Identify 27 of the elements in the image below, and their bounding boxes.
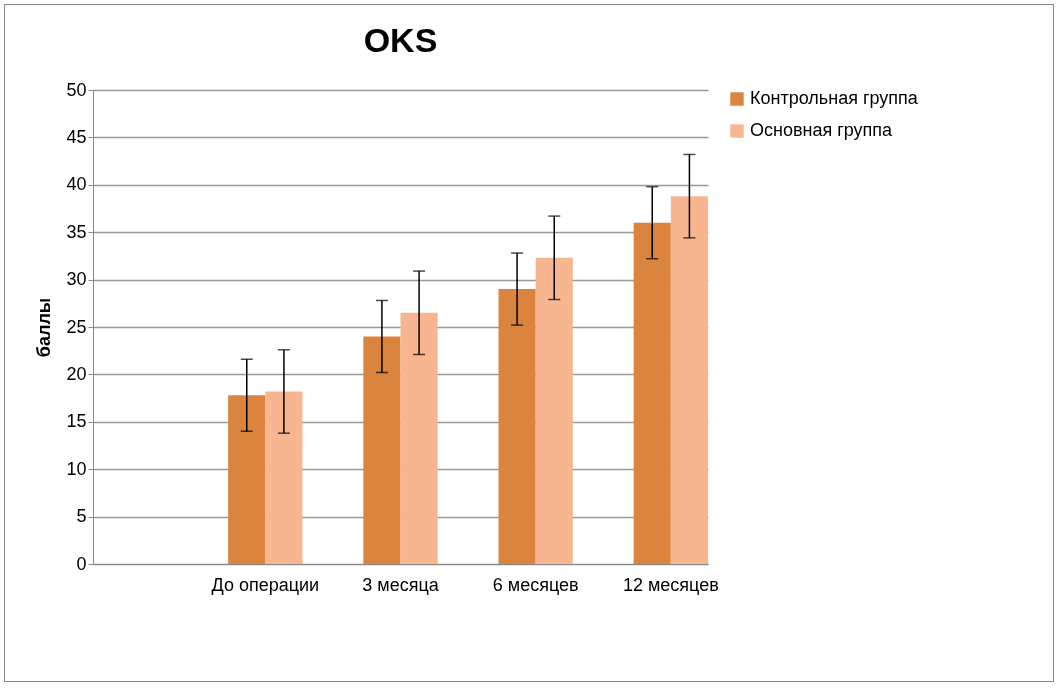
y-tick-label: 45	[66, 126, 87, 147]
x-tick-label: До операции	[211, 574, 320, 595]
y-axis-title: баллы	[34, 297, 55, 358]
bar	[498, 289, 536, 564]
legend-label: Основная группа	[750, 120, 894, 140]
chart-title: OKS	[363, 21, 438, 59]
y-tick-label: 40	[66, 174, 87, 195]
bar	[400, 312, 438, 564]
y-tick-label: 20	[66, 363, 87, 384]
y-tick-label: 0	[76, 553, 87, 574]
y-tick-label: 10	[66, 458, 87, 479]
y-tick-label: 15	[66, 411, 87, 432]
x-tick-label: 12 месяцев	[622, 574, 719, 595]
bar	[363, 336, 401, 564]
x-tick-label: 3 месяца	[362, 574, 440, 595]
legend-label: Контрольная группа	[750, 88, 919, 108]
x-tick-label: 6 месяцев	[492, 574, 579, 595]
bar	[670, 196, 708, 564]
y-tick-label: 25	[66, 316, 87, 337]
y-tick-label: 5	[76, 506, 87, 527]
y-tick-label: 35	[66, 221, 87, 242]
y-tick-label: 50	[66, 79, 87, 100]
bar	[228, 395, 266, 564]
y-tick-label: 30	[66, 269, 87, 290]
bar	[265, 391, 303, 564]
bar	[633, 222, 671, 564]
bar	[535, 257, 573, 564]
